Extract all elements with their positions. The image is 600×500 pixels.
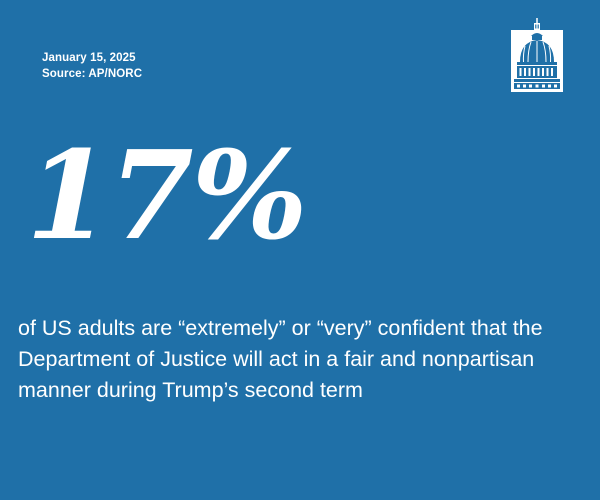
source-label: Source: AP/NORC <box>42 68 143 80</box>
date-label: January 15, 2025 <box>42 52 136 64</box>
stat-value: 17% <box>26 123 308 267</box>
capitol-dome-icon <box>511 18 563 92</box>
stat-statement: of US adults are “extremely” or “very” c… <box>18 316 543 402</box>
meta-block: January 15, 2025 Source: AP/NORC <box>42 50 142 82</box>
